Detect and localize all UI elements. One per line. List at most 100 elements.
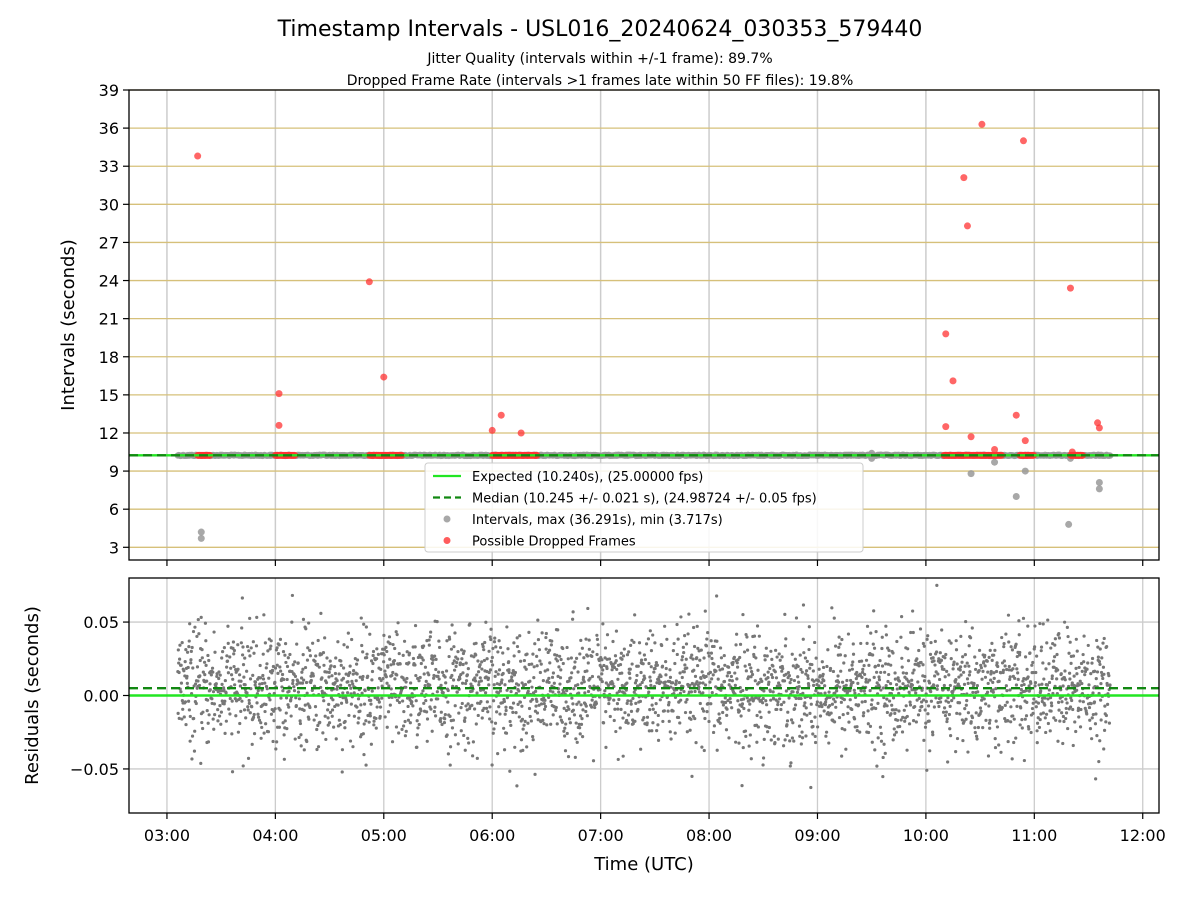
residual-point bbox=[992, 671, 996, 675]
residual-point bbox=[581, 675, 586, 679]
residual-point bbox=[1035, 729, 1039, 733]
residual-point bbox=[600, 679, 604, 684]
residual-point bbox=[418, 675, 422, 680]
residual-point bbox=[1022, 758, 1026, 763]
residual-point bbox=[299, 676, 304, 680]
residual-point bbox=[291, 663, 295, 667]
residual-point bbox=[508, 719, 512, 724]
residual-point bbox=[622, 647, 626, 651]
residual-point bbox=[253, 683, 257, 687]
residual-point bbox=[1075, 688, 1079, 692]
residual-point bbox=[1013, 676, 1017, 680]
residual-point bbox=[584, 704, 588, 708]
residual-point bbox=[645, 715, 650, 719]
residual-point bbox=[926, 634, 930, 638]
residual-point bbox=[197, 632, 201, 636]
residual-point bbox=[243, 683, 247, 687]
residual-point bbox=[249, 687, 253, 691]
residual-point bbox=[347, 683, 352, 687]
residual-point bbox=[786, 670, 791, 675]
residual-point bbox=[587, 647, 591, 651]
residual-point bbox=[740, 784, 744, 788]
residual-point bbox=[359, 703, 363, 707]
residual-point bbox=[1065, 701, 1069, 705]
residual-point bbox=[212, 630, 216, 634]
residual-point bbox=[887, 699, 892, 703]
residual-point bbox=[1020, 726, 1024, 730]
residual-point bbox=[534, 704, 538, 708]
residual-point bbox=[837, 645, 841, 649]
residual-point bbox=[1064, 711, 1069, 715]
residual-point bbox=[791, 721, 795, 725]
dropped-frame-point bbox=[949, 377, 957, 385]
residual-point bbox=[813, 715, 817, 719]
residual-point bbox=[185, 674, 189, 678]
residual-point bbox=[1081, 700, 1085, 704]
residual-point bbox=[492, 640, 497, 644]
residual-point bbox=[955, 711, 959, 715]
residual-point bbox=[604, 710, 608, 714]
residual-point bbox=[445, 733, 449, 737]
residual-point bbox=[552, 681, 556, 685]
residual-point bbox=[1042, 677, 1046, 681]
residual-point bbox=[970, 715, 975, 720]
residual-point bbox=[941, 710, 946, 714]
residual-point bbox=[369, 742, 373, 746]
residual-point bbox=[176, 648, 180, 652]
residual-point bbox=[387, 635, 392, 639]
residual-point bbox=[744, 632, 748, 637]
dropped-frame-point bbox=[963, 222, 971, 230]
residual-point bbox=[959, 634, 963, 638]
residual-point bbox=[549, 722, 553, 726]
residual-point bbox=[1056, 700, 1061, 704]
residual-point bbox=[989, 669, 993, 674]
residual-point bbox=[708, 680, 712, 684]
residual-point bbox=[520, 717, 525, 721]
residual-point bbox=[618, 726, 622, 730]
residual-point bbox=[709, 651, 714, 655]
residual-point bbox=[1047, 680, 1052, 685]
residual-point bbox=[852, 717, 857, 721]
residual-point bbox=[1026, 724, 1031, 729]
residual-point bbox=[387, 684, 391, 688]
residual-point bbox=[610, 668, 614, 672]
residual-point bbox=[437, 677, 441, 681]
residual-point bbox=[727, 665, 731, 669]
residual-point bbox=[256, 712, 260, 716]
residual-point bbox=[547, 648, 552, 652]
residual-point bbox=[486, 710, 490, 714]
residual-point bbox=[966, 681, 970, 685]
residual-point bbox=[745, 648, 750, 652]
residual-point bbox=[864, 658, 869, 662]
residual-point bbox=[1025, 667, 1029, 671]
residual-point bbox=[535, 654, 539, 658]
residual-point bbox=[1096, 655, 1100, 659]
residual-point bbox=[217, 670, 221, 674]
residual-point bbox=[443, 713, 447, 717]
residual-point bbox=[1095, 638, 1099, 643]
residual-point bbox=[450, 673, 454, 678]
residual-point bbox=[466, 702, 470, 706]
residual-point bbox=[1071, 743, 1075, 748]
residual-point bbox=[854, 676, 858, 681]
residual-point bbox=[364, 625, 368, 629]
residual-point bbox=[403, 719, 407, 724]
residual-point bbox=[722, 653, 726, 658]
residual-point bbox=[433, 714, 438, 718]
residual-point bbox=[826, 648, 830, 652]
residual-point bbox=[1083, 669, 1088, 674]
residual-point bbox=[247, 649, 251, 653]
residual-point bbox=[1087, 705, 1092, 710]
residual-point bbox=[181, 707, 185, 711]
residual-point bbox=[616, 707, 620, 711]
residual-point bbox=[296, 661, 300, 665]
residual-point bbox=[893, 711, 897, 715]
residual-point bbox=[1008, 677, 1012, 681]
residual-point bbox=[905, 714, 909, 719]
residual-point bbox=[428, 635, 432, 639]
residual-point bbox=[292, 689, 297, 693]
residual-point bbox=[647, 729, 651, 733]
residual-point bbox=[796, 687, 800, 691]
residual-point bbox=[712, 724, 717, 728]
residual-point bbox=[790, 652, 794, 656]
